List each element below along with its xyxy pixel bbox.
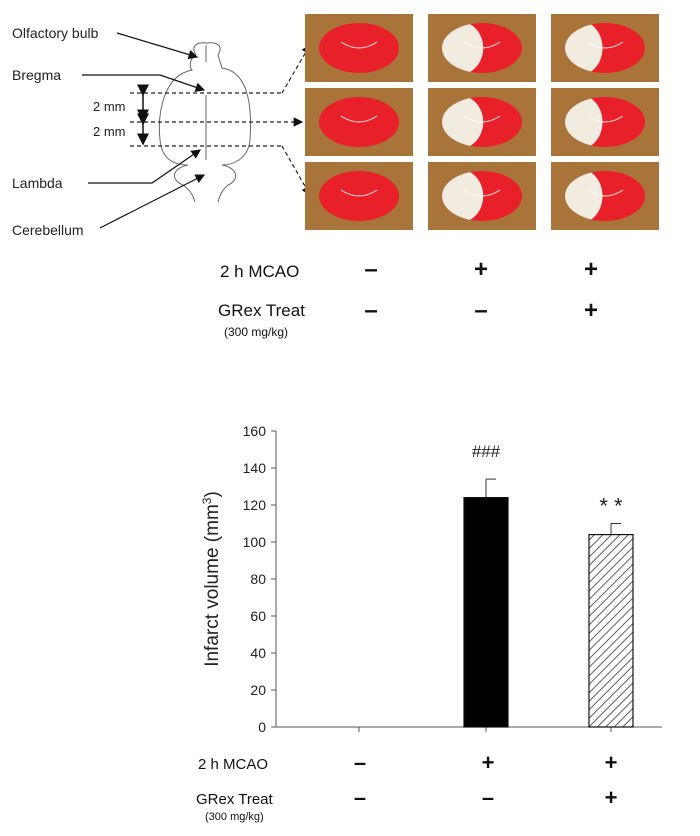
top-mcao-sign: – (364, 256, 378, 283)
y-tick-label: 120 (243, 497, 267, 513)
brain-slice-photo (551, 162, 659, 230)
y-tick-label: 40 (250, 645, 266, 661)
label-lambda: Lambda (12, 175, 63, 191)
y-tick-label: 20 (250, 682, 266, 698)
significance-annotation: * * (599, 494, 623, 519)
top-treat-sign: – (364, 297, 378, 324)
y-tick-label: 160 (243, 423, 267, 439)
y-tick-label: 0 (258, 719, 266, 735)
bottom-treat-dose: (300 mg/kg) (205, 811, 264, 823)
bottom-mcao-label: 2 h MCAO (198, 756, 269, 773)
label-spacing-2: 2 mm (93, 124, 126, 139)
bottom-mcao-sign: + (604, 750, 618, 775)
top-treat-sign: – (474, 297, 488, 324)
top-treat-label: GRex Treat (218, 301, 305, 320)
top-mcao-sign: + (583, 256, 598, 283)
brain-slice-photo (551, 88, 659, 156)
brain-slice-photo (428, 162, 536, 230)
top-mcao-sign: + (473, 256, 488, 283)
brain-slice-photo (551, 14, 659, 82)
brain-slice-photo (428, 14, 536, 82)
top-mcao-label: 2 h MCAO (220, 262, 300, 281)
brain-slice-photo (305, 88, 413, 156)
bottom-treat-sign: – (481, 785, 495, 810)
label-bregma: Bregma (12, 67, 62, 83)
label-olfactory-bulb: Olfactory bulb (12, 25, 99, 41)
leader-lines (82, 32, 206, 229)
y-tick-label: 80 (250, 571, 266, 587)
bar (588, 533, 634, 728)
bottom-mcao-sign: – (353, 750, 367, 775)
y-axis-label: Infarct volume (mm3) (200, 491, 224, 667)
bottom-treat-sign: + (604, 785, 618, 810)
top-treat-sign: + (583, 297, 598, 324)
y-tick-label: 60 (250, 608, 266, 624)
y-axis-label-text: Infarct volume (mm (202, 504, 224, 667)
significance-annotation: ### (472, 442, 501, 461)
brain-slice-photo (305, 14, 413, 82)
bottom-mcao-sign: + (481, 750, 495, 775)
brain-slice-photo (305, 162, 413, 230)
section-lines (130, 43, 311, 197)
y-tick-label: 140 (243, 460, 267, 476)
label-spacing-1: 2 mm (93, 99, 126, 114)
y-axis-label-sup: 3 (199, 497, 214, 505)
infarct-volume-chart: 0 20 40 60 80 100 120 140 160 ### * * (243, 423, 662, 735)
y-axis-label-close: ) (202, 491, 224, 498)
bar (463, 497, 509, 728)
brain-slice-photo (428, 88, 536, 156)
y-tick-label: 100 (243, 534, 267, 550)
label-cerebellum: Cerebellum (12, 222, 84, 238)
top-treat-dose: (300 mg/kg) (224, 325, 289, 339)
bottom-treat-sign: – (353, 785, 367, 810)
bottom-treat-label: GRex Treat (196, 791, 273, 808)
ttc-photo-grid (305, 14, 659, 230)
